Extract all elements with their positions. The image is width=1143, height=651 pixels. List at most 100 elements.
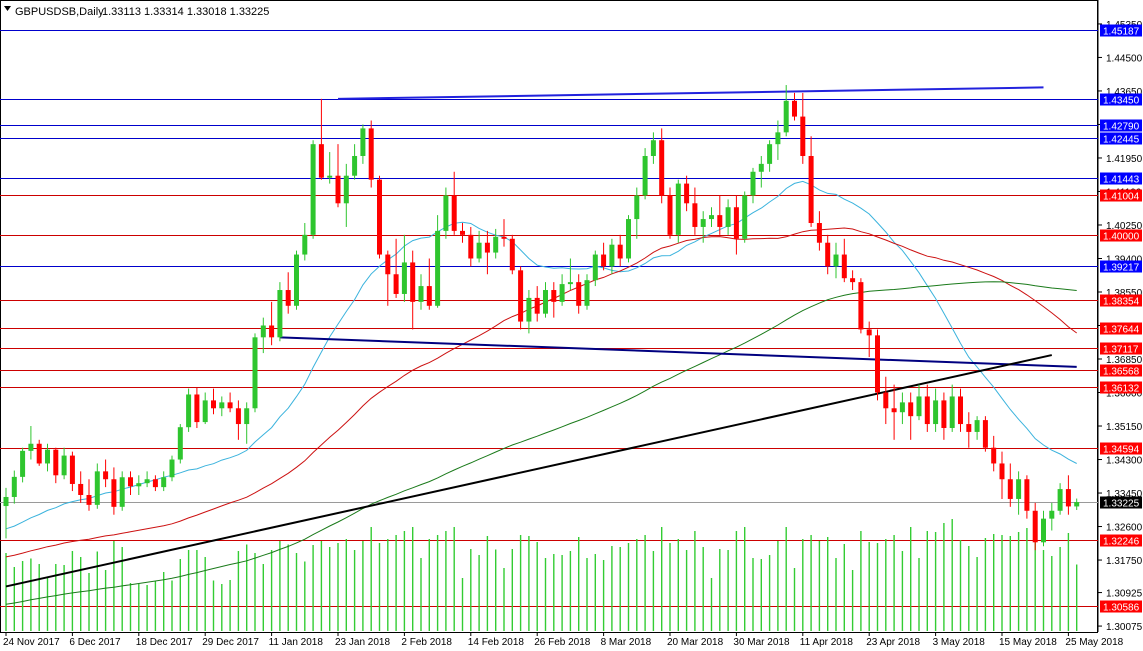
candle[interactable] <box>252 333 258 413</box>
candle[interactable] <box>401 234 407 302</box>
candle[interactable] <box>659 128 665 204</box>
candle[interactable] <box>982 416 988 452</box>
candle[interactable] <box>675 179 681 243</box>
candle[interactable] <box>260 317 266 354</box>
candle[interactable] <box>949 384 955 432</box>
candle[interactable] <box>933 388 939 432</box>
candle[interactable] <box>136 475 142 496</box>
candle[interactable] <box>152 475 158 492</box>
candle[interactable] <box>219 396 225 417</box>
candle[interactable] <box>310 140 316 239</box>
candle[interactable] <box>177 424 183 464</box>
candle[interactable] <box>227 392 233 413</box>
candle[interactable] <box>958 388 963 432</box>
candle[interactable] <box>924 384 930 432</box>
candle[interactable] <box>1049 502 1055 531</box>
candle[interactable] <box>426 258 432 310</box>
candle[interactable] <box>733 195 739 255</box>
candle[interactable] <box>269 301 275 346</box>
candle[interactable] <box>717 195 723 235</box>
candle[interactable] <box>941 392 947 440</box>
candle[interactable] <box>451 171 457 235</box>
candle[interactable] <box>758 155 764 188</box>
candle[interactable] <box>343 163 349 227</box>
candle[interactable] <box>891 384 897 440</box>
candle[interactable] <box>966 412 972 448</box>
candle[interactable] <box>875 329 880 401</box>
candle[interactable] <box>592 250 598 287</box>
candle[interactable] <box>94 463 100 509</box>
candle[interactable] <box>999 451 1005 499</box>
candle[interactable] <box>899 392 905 425</box>
candle[interactable] <box>509 234 515 275</box>
candle[interactable] <box>991 435 997 472</box>
candle[interactable] <box>601 242 607 271</box>
candle[interactable] <box>808 136 814 227</box>
candle[interactable] <box>327 152 333 184</box>
candle[interactable] <box>11 470 17 504</box>
candle[interactable] <box>460 223 465 243</box>
candle[interactable] <box>443 187 449 239</box>
candle[interactable] <box>526 290 532 334</box>
candle[interactable] <box>518 266 524 330</box>
candle[interactable] <box>318 98 324 180</box>
triangle-down-icon[interactable] <box>4 6 11 11</box>
candle[interactable] <box>194 387 200 428</box>
candle[interactable] <box>385 250 391 306</box>
candle[interactable] <box>360 124 366 164</box>
candle[interactable] <box>667 187 673 239</box>
candle[interactable] <box>850 270 856 291</box>
candle[interactable] <box>484 230 490 275</box>
candle[interactable] <box>634 187 640 239</box>
candle[interactable] <box>1065 475 1071 515</box>
candle[interactable] <box>1041 510 1046 547</box>
candle[interactable] <box>833 242 839 279</box>
candle[interactable] <box>53 447 59 484</box>
candle[interactable] <box>534 286 540 322</box>
candle[interactable] <box>1074 498 1080 510</box>
candle[interactable] <box>684 175 690 212</box>
candle[interactable] <box>410 250 416 330</box>
candle[interactable] <box>783 85 789 137</box>
candle[interactable] <box>86 479 92 511</box>
candle[interactable] <box>393 238 399 298</box>
candle[interactable] <box>767 140 773 172</box>
candle[interactable] <box>119 471 125 511</box>
candle[interactable] <box>368 120 374 188</box>
candle[interactable] <box>1057 483 1063 515</box>
candle[interactable] <box>567 258 573 291</box>
candle[interactable] <box>576 274 582 314</box>
candle[interactable] <box>775 120 781 160</box>
candle[interactable] <box>128 471 133 496</box>
candle[interactable] <box>1016 471 1022 515</box>
candle[interactable] <box>211 388 216 415</box>
candle[interactable] <box>144 471 150 488</box>
candle[interactable] <box>609 238 615 275</box>
candle[interactable] <box>36 439 42 466</box>
candle[interactable] <box>883 376 889 425</box>
candle[interactable] <box>825 234 831 275</box>
candle[interactable] <box>908 392 914 440</box>
candle[interactable] <box>642 148 648 200</box>
candle[interactable] <box>551 282 557 318</box>
candle[interactable] <box>3 487 9 539</box>
candle[interactable] <box>169 455 175 482</box>
candle[interactable] <box>1007 463 1013 507</box>
candle[interactable] <box>302 223 308 261</box>
candle[interactable] <box>858 278 864 334</box>
candle[interactable] <box>800 92 806 164</box>
candle[interactable] <box>916 384 922 421</box>
candle[interactable] <box>650 132 656 164</box>
candles[interactable] <box>3 85 1080 551</box>
candle[interactable] <box>20 447 26 483</box>
candle[interactable] <box>294 250 299 310</box>
candle[interactable] <box>161 471 167 492</box>
candle[interactable] <box>617 234 623 267</box>
candle[interactable] <box>111 467 117 515</box>
candle[interactable] <box>78 471 84 503</box>
candle[interactable] <box>45 443 50 472</box>
candle[interactable] <box>1032 502 1038 551</box>
candle[interactable] <box>244 402 250 444</box>
candle[interactable] <box>285 272 291 314</box>
